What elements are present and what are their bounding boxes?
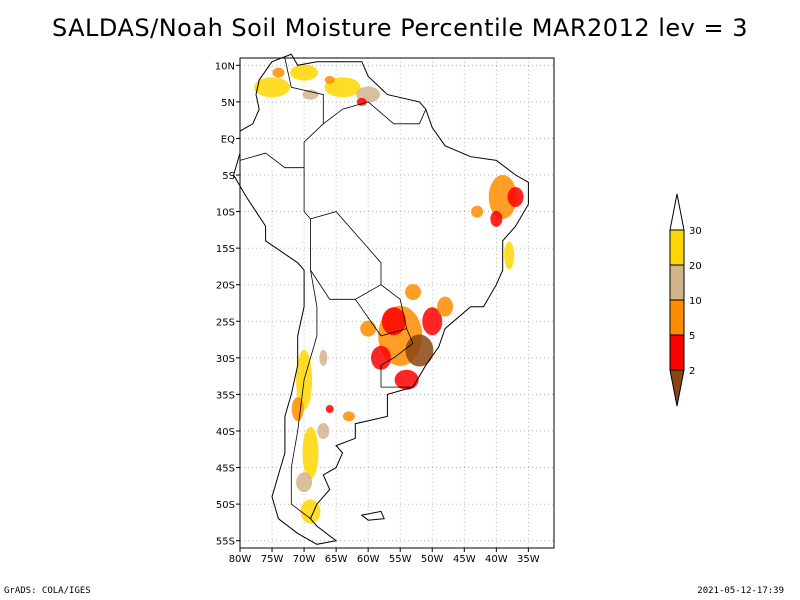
colorbar-segment: [669, 299, 685, 336]
anomaly-patches: [254, 64, 524, 524]
lon-tick-label: 80W: [229, 554, 252, 565]
colorbar-label: 5: [689, 331, 695, 342]
lat-tick-label: 25S: [216, 317, 235, 328]
colorbar-label: 30: [689, 226, 702, 237]
colorbar-label: 10: [689, 296, 702, 307]
lat-tick-label: 20S: [216, 281, 235, 292]
gridlines: [236, 58, 554, 552]
lat-tick-label: 35S: [216, 390, 235, 401]
lon-tick-label: 70W: [293, 554, 316, 565]
chart-title: SALDAS/Noah Soil Moisture Percentile MAR…: [51, 14, 749, 42]
lon-tick-label: 45W: [453, 554, 476, 565]
anomaly-patch: [507, 186, 524, 207]
lat-tick-label: 5S: [222, 171, 235, 182]
continent-outline: [233, 53, 529, 545]
anomaly-patch: [290, 64, 319, 81]
longitude-labels: 80W 75W 70W 65W 60W 55W 50W 45W 40W 35W: [229, 554, 540, 565]
anomaly-patch: [370, 345, 391, 370]
lon-tick-label: 35W: [517, 554, 540, 565]
colorbar-segment: [669, 334, 685, 371]
footer-credit: GrADS: COLA/IGES: [4, 586, 91, 596]
anomaly-patch: [360, 320, 377, 337]
anomaly-patch: [300, 499, 321, 524]
lat-tick-label: EQ: [221, 134, 235, 145]
lat-tick-label: 10S: [216, 208, 235, 219]
country-border: [290, 270, 318, 520]
anomaly-patch: [504, 241, 515, 270]
lon-tick-label: 65W: [325, 554, 348, 565]
colorbar-segment-highest: [669, 193, 685, 231]
anomaly-patch: [272, 67, 285, 78]
colorbar: 2 5 10 20 30: [669, 193, 702, 407]
country-border: [323, 101, 427, 125]
lat-tick-label: 5N: [221, 98, 235, 109]
country-border: [284, 57, 324, 168]
country-outlines: [233, 53, 529, 545]
map-frame: [239, 57, 555, 549]
anomaly-patch: [394, 369, 419, 390]
anomaly-patch: [324, 75, 335, 84]
lon-tick-label: 60W: [357, 554, 380, 565]
country-border: [380, 328, 414, 388]
anomaly-patch: [405, 334, 434, 367]
lon-tick-label: 55W: [389, 554, 412, 565]
lat-tick-label: 15S: [216, 244, 235, 255]
anomaly-patch: [422, 307, 443, 336]
anomaly-patch: [319, 349, 328, 366]
falkland-islands-outline: [360, 510, 385, 521]
footer-timestamp: 2021-05-12-17:39: [697, 586, 784, 596]
lat-tick-label: 50S: [216, 500, 235, 511]
anomaly-patch: [490, 210, 503, 227]
anomaly-patch: [317, 422, 330, 439]
lat-tick-label: 10N: [215, 61, 235, 72]
anomaly-patch: [488, 174, 517, 219]
anomaly-patch: [437, 296, 454, 317]
colorbar-segment: [669, 264, 685, 301]
lat-tick-label: 30S: [216, 354, 235, 365]
anomaly-patch: [296, 472, 313, 493]
anomaly-patch: [381, 307, 406, 336]
latitude-labels: 10N 5N EQ 5S 10S 15S 20S 25S 30S 35S 40S 45S 50S 55S: [215, 61, 235, 547]
anomaly-patch: [254, 77, 291, 98]
lat-tick-label: 45S: [216, 464, 235, 475]
colorbar-label: 20: [689, 261, 702, 272]
anomaly-patch: [405, 284, 422, 301]
anomaly-patch: [302, 89, 319, 100]
colorbar-segment: [669, 229, 685, 266]
lat-tick-label: 40S: [216, 427, 235, 438]
anomaly-patch: [356, 97, 367, 106]
country-border: [310, 211, 382, 300]
lon-tick-label: 75W: [261, 554, 284, 565]
anomaly-patch: [291, 397, 304, 422]
anomaly-patch: [302, 426, 319, 479]
country-border: [239, 152, 311, 220]
colorbar-segment-lowest: [669, 369, 685, 407]
lon-tick-label: 40W: [485, 554, 508, 565]
lon-tick-label: 50W: [421, 554, 444, 565]
anomaly-patch: [342, 411, 355, 422]
anomaly-patch: [325, 405, 334, 414]
lat-tick-label: 55S: [216, 537, 235, 548]
colorbar-label: 2: [689, 366, 695, 377]
anomaly-patch: [471, 205, 484, 218]
